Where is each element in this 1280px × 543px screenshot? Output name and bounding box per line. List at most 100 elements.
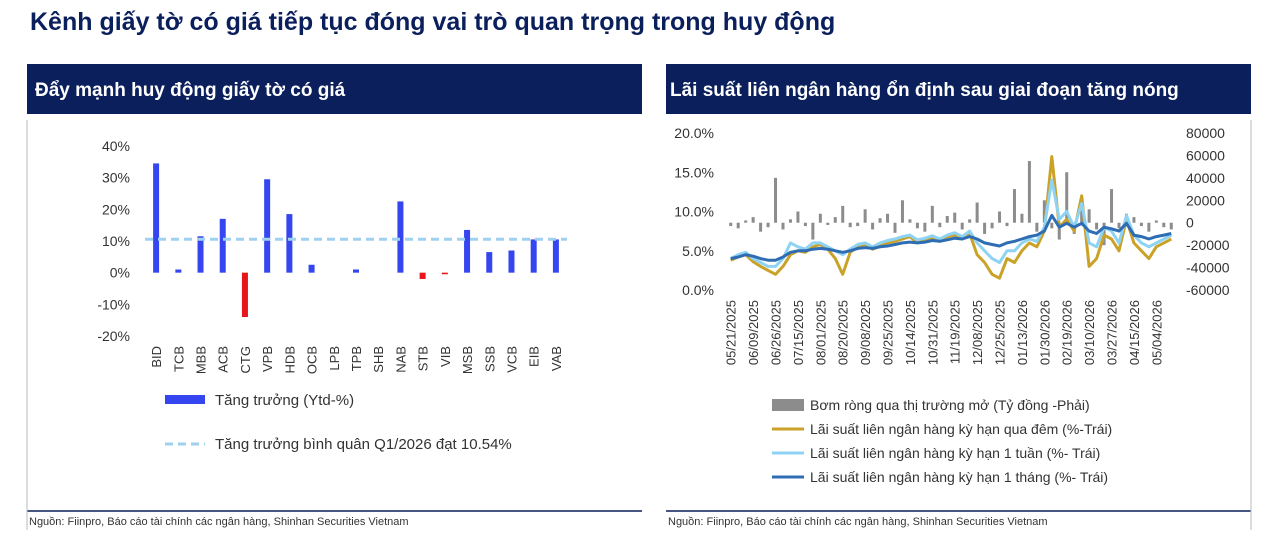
x-tick-label: 06/09/2025: [746, 300, 761, 365]
y2-tick-label: -20000: [1186, 237, 1230, 253]
x-tick-label: 12/25/2025: [993, 300, 1008, 365]
x-tick-label: VAB: [549, 346, 564, 371]
line: [730, 213, 1172, 262]
bar: [1162, 222, 1166, 228]
x-tick-label: 10/14/2025: [903, 300, 918, 365]
y2-tick-label: 0: [1186, 215, 1194, 231]
page-title: Kênh giấy tờ có giá tiếp tục đóng vai tr…: [30, 8, 835, 36]
x-tick-label: 05/04/2026: [1149, 300, 1164, 365]
x-tick-label: STB: [416, 346, 431, 371]
bar: [552, 239, 559, 273]
y-tick-label: -20%: [97, 328, 130, 344]
bar: [863, 209, 867, 223]
line: [730, 178, 1172, 268]
bar: [1169, 222, 1173, 230]
bar: [833, 217, 837, 223]
x-tick-label: 06/26/2025: [769, 300, 784, 365]
bar: [308, 264, 315, 273]
y2-tick-label: 40000: [1186, 170, 1225, 186]
x-tick-label: MSB: [460, 346, 475, 374]
bar: [878, 218, 882, 223]
chart-title: Đẩy mạnh huy động giấy tờ có giá: [35, 80, 346, 101]
bar: [871, 222, 875, 230]
bar: [1110, 189, 1114, 223]
bar: [960, 222, 964, 230]
bar: [826, 222, 830, 225]
bar: [353, 269, 359, 273]
y-tick-label: 30%: [102, 170, 130, 186]
bar: [774, 177, 778, 223]
y2-tick-label: 80000: [1186, 125, 1225, 141]
bar: [841, 205, 845, 223]
x-tick-label: NAB: [393, 346, 408, 373]
bar: [1154, 220, 1158, 223]
x-tick-label: 09/08/2025: [858, 300, 873, 365]
bar: [1139, 222, 1143, 227]
bar: [486, 252, 493, 273]
bar: [175, 269, 182, 273]
bar: [508, 250, 515, 273]
y-tick-label: 20.0%: [674, 125, 714, 141]
x-tick-label: 09/25/2025: [881, 300, 896, 365]
bar: [975, 202, 979, 223]
y2-tick-label: -40000: [1186, 260, 1230, 276]
y2-tick-label: 60000: [1186, 147, 1225, 163]
bar: [729, 222, 733, 227]
x-tick-label: TCB: [171, 346, 186, 372]
bar: [923, 222, 927, 232]
x-tick-label: 01/13/2026: [1015, 300, 1030, 365]
legend-swatch: [165, 395, 205, 404]
x-tick-label: 11/19/2025: [948, 300, 963, 364]
panel-header: [27, 64, 642, 114]
bar: [1147, 222, 1151, 232]
chart-title: Lãi suất liên ngân hàng ổn định sau giai…: [670, 80, 1179, 101]
y2-tick-label: 20000: [1186, 192, 1225, 208]
source-note: Nguồn: Fiinpro, Báo cáo tài chính các ng…: [668, 516, 1048, 528]
bar: [530, 239, 537, 273]
bar: [938, 222, 942, 228]
bar: [766, 222, 770, 228]
legend-label: Lãi suất liên ngân hàng kỳ hạn qua đêm (…: [810, 421, 1112, 437]
bar: [1035, 222, 1039, 232]
bar: [1087, 209, 1091, 223]
x-tick-label: SHB: [371, 346, 386, 373]
bar: [945, 215, 949, 223]
x-tick-label: 04/15/2026: [1127, 300, 1142, 365]
panel-header: [666, 64, 1251, 114]
bar: [803, 222, 807, 227]
x-tick-label: 12/08/2025: [970, 300, 985, 365]
bar: [1027, 161, 1031, 223]
bar: [811, 222, 815, 240]
bar: [1012, 189, 1016, 223]
y-tick-label: 40%: [102, 138, 130, 154]
bar: [983, 222, 987, 234]
legend-swatch: [772, 399, 804, 411]
x-tick-label: 03/27/2026: [1105, 300, 1120, 365]
y-tick-label: 0.0%: [682, 282, 714, 298]
bar: [736, 222, 740, 229]
x-tick-label: 05/21/2025: [724, 300, 739, 365]
bar: [464, 229, 471, 273]
bar: [264, 179, 271, 273]
x-tick-label: VPB: [260, 346, 275, 372]
x-tick-label: 08/01/2025: [813, 300, 828, 365]
legend-label: Bơm ròng qua thị trường mở (Tỷ đồng -Phả…: [810, 397, 1090, 413]
bar: [788, 219, 792, 223]
bar: [1042, 200, 1046, 223]
x-tick-label: 10/31/2025: [925, 300, 940, 365]
x-tick-label: SSB: [482, 346, 497, 372]
x-tick-label: 03/10/2026: [1082, 300, 1097, 365]
y-tick-label: 15.0%: [674, 164, 714, 180]
x-tick-label: OCB: [305, 346, 320, 374]
x-tick-label: CTG: [238, 346, 253, 373]
x-tick-label: 07/15/2025: [791, 300, 806, 365]
x-tick-label: LPB: [327, 346, 342, 371]
legend-label: Tăng trưởng (Ytd-%): [215, 392, 354, 409]
bar: [990, 222, 994, 229]
bar: [953, 212, 957, 223]
x-tick-label: BID: [149, 346, 164, 368]
bar: [1005, 222, 1009, 227]
legend-label: Tăng trưởng bình quân Q1/2026 đạt 10.54%: [215, 436, 512, 453]
x-tick-label: 01/30/2026: [1037, 300, 1052, 365]
